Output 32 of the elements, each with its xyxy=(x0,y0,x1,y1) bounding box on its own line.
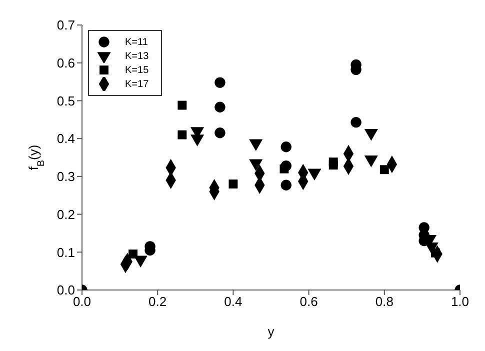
legend-label: K=11 xyxy=(125,36,148,48)
x-tick-label: 0.6 xyxy=(300,294,318,310)
x-tick-label: 0.2 xyxy=(148,294,167,310)
point xyxy=(228,180,238,188)
y-tick-label: 0.4 xyxy=(56,131,75,146)
point xyxy=(214,77,226,88)
point xyxy=(214,102,226,112)
y-tick-label: 0.1 xyxy=(56,244,75,260)
point xyxy=(128,250,138,259)
y-tick-label: 0.5 xyxy=(56,93,75,108)
x-axis-title: y xyxy=(268,324,275,339)
x-tick-label: 0.8 xyxy=(375,294,394,310)
point xyxy=(214,128,226,138)
y-tick-label: 0.7 xyxy=(56,18,75,33)
y-tick-label: 0.0 xyxy=(56,282,75,298)
point xyxy=(280,160,292,172)
point xyxy=(178,100,187,110)
x-tick-label: 1.0 xyxy=(450,294,470,310)
point xyxy=(280,142,292,152)
legend-label: K=17 xyxy=(125,78,149,90)
point xyxy=(178,130,187,140)
x-tick-label: 0.4 xyxy=(224,294,242,310)
point xyxy=(328,160,338,170)
y-tick-label: 0.6 xyxy=(56,55,75,70)
point xyxy=(350,116,362,128)
legend-label: K=15 xyxy=(125,64,149,76)
y-tick-label: 0.3 xyxy=(56,169,75,184)
x-tick-label: 0.0 xyxy=(72,294,92,310)
legend-label: K=13 xyxy=(125,50,149,62)
point xyxy=(280,180,292,190)
point xyxy=(380,165,389,174)
y-tick-label: 0.2 xyxy=(56,206,75,222)
